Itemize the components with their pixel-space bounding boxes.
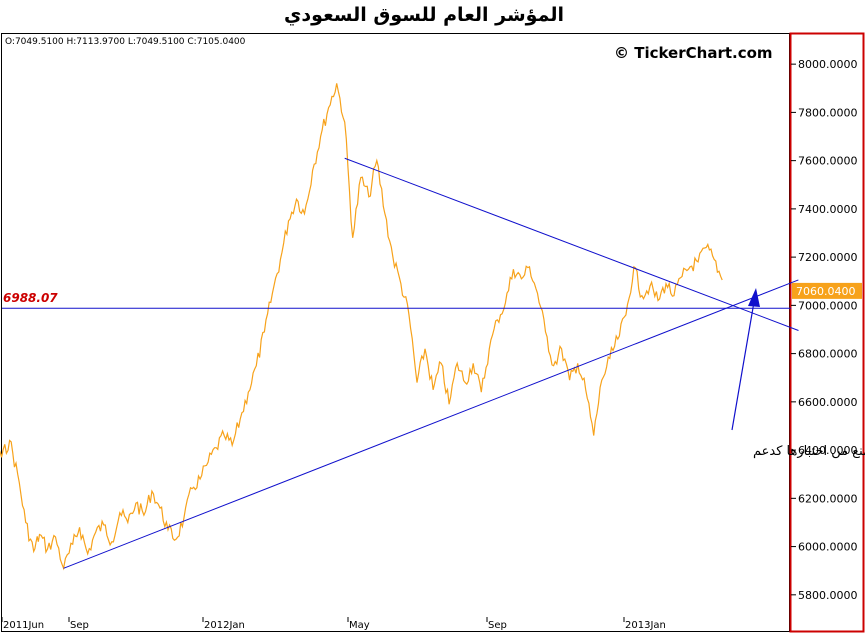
y-tick-label: 7600.0000 — [798, 155, 858, 168]
horizontal-level: 6988.07 7060.0400 — [2, 282, 862, 309]
trendline[interactable] — [344, 157, 799, 331]
x-axis: 2011Jun Sep 2012Jan May Sep 2013Jan — [1, 617, 666, 631]
y-tick-label: 7400.0000 — [798, 203, 858, 216]
y-tick-label: 6600.0000 — [798, 396, 858, 409]
y-tick-label: 7200.0000 — [798, 251, 858, 264]
y-tick-label: 5800.0000 — [798, 589, 858, 602]
y-tick-label: 6400.0000 — [798, 444, 858, 457]
y-tick-label: 6200.0000 — [798, 492, 858, 505]
price-series-line — [0, 83, 723, 571]
ohlc-readout: O:7049.5100 H:7113.9700 L:7049.5100 C:71… — [5, 37, 246, 47]
y-tick-label: 6000.0000 — [798, 541, 858, 554]
x-tick-label: 2011Jun — [3, 620, 44, 631]
plot-frame — [1, 33, 790, 632]
y-tick-label: 7800.0000 — [798, 106, 858, 119]
y-tick-label: 8000.0000 — [798, 58, 858, 71]
x-tick-label: 2012Jan — [204, 620, 245, 631]
y-tick-label: 7000.0000 — [798, 299, 858, 312]
watermark: © TickerChart.com — [614, 44, 773, 62]
annotation-layer: منطقة مهمه التقاء ترندين متضادين لا يمنع… — [731, 288, 865, 459]
x-tick-label: Sep — [70, 620, 89, 631]
trendline[interactable] — [63, 279, 799, 569]
chart-title: المؤشر العام للسوق السعودي — [284, 4, 564, 26]
series-layer — [0, 83, 723, 571]
last-price-marker — [792, 282, 862, 299]
annotation-arrow-head — [748, 288, 760, 307]
x-tick-label: 2013Jan — [625, 620, 666, 631]
annotation-text: منطقة مهمه التقاء ترندين متضادين لا يمنع… — [753, 444, 865, 459]
price-axis-frame — [789, 32, 865, 633]
trendlines — [63, 157, 799, 569]
support-level-label: 6988.07 — [3, 291, 58, 305]
y-tick-label: 6800.0000 — [798, 348, 858, 361]
x-tick-label: May — [349, 620, 370, 631]
annotation-arrow-shaft — [731, 301, 755, 431]
y-axis: 5800.0000 6000.0000 6200.0000 6400.0000 6600… — [791, 58, 858, 602]
last-price-label: 7060.0400 — [796, 285, 856, 298]
x-tick-label: Sep — [488, 620, 507, 631]
